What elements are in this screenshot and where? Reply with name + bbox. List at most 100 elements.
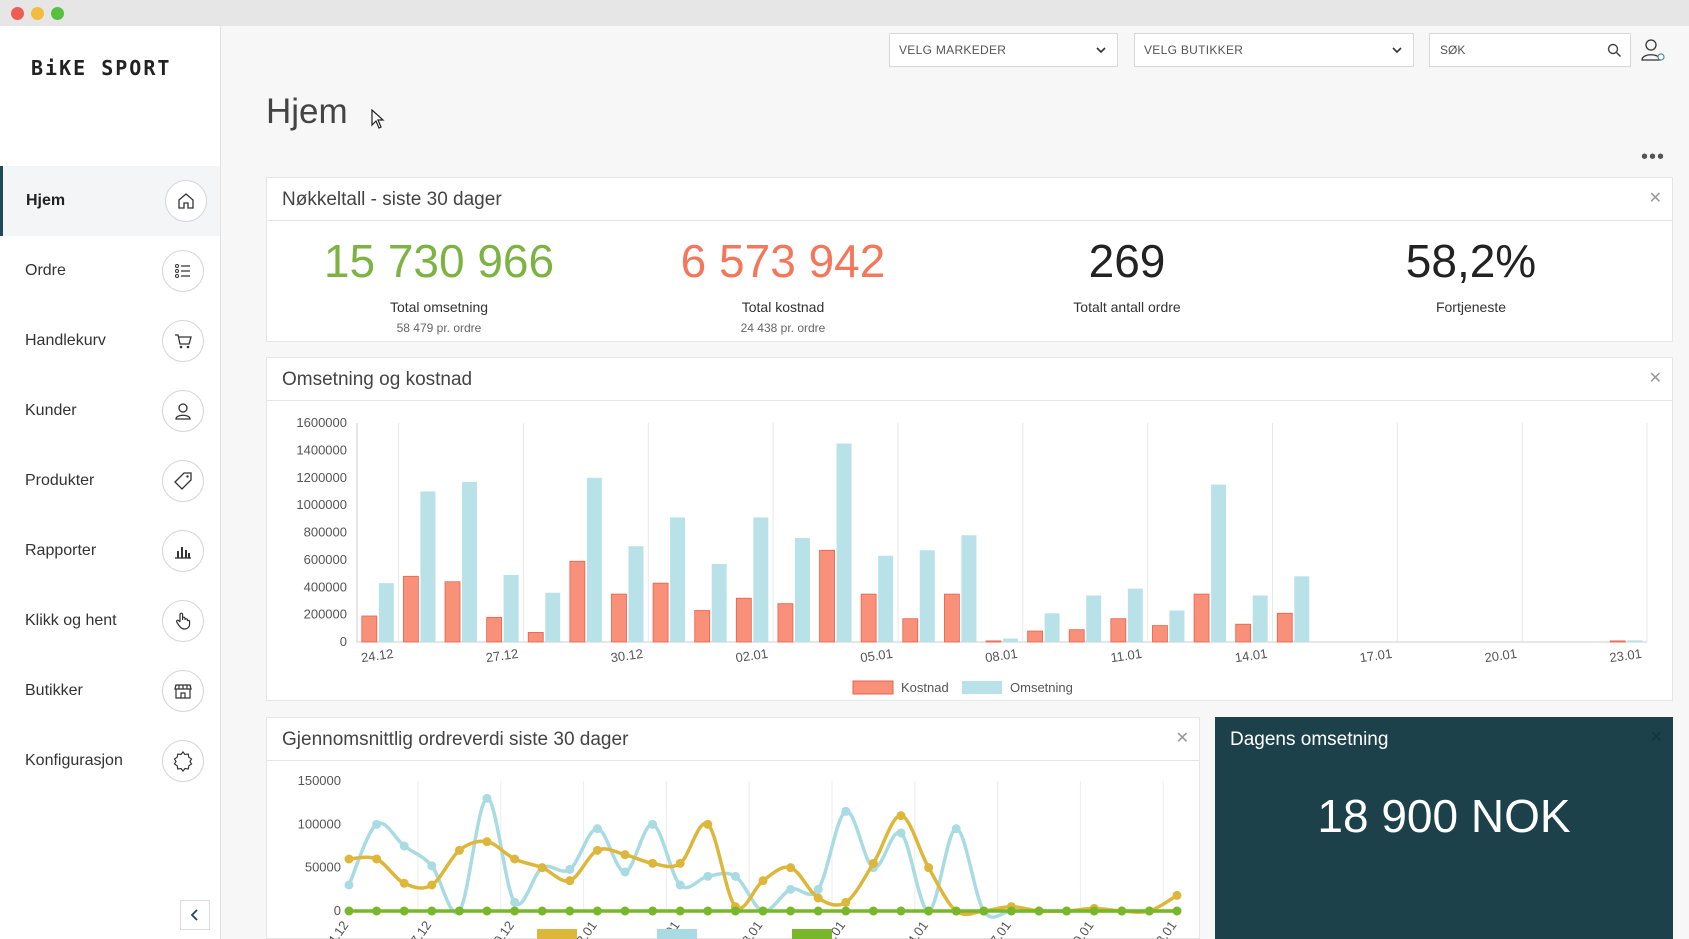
bar-omsetning — [794, 537, 810, 642]
close-icon[interactable]: ✕ — [1175, 730, 1189, 747]
y-tick-label: 1000000 — [296, 497, 347, 512]
kpi-value: 15 730 966 — [323, 235, 555, 287]
card-header: Gjennomsnittlig ordreverdi siste 30 dage… — [267, 718, 1199, 761]
sidebar-item-label: Rapporter — [25, 542, 97, 559]
more-options-icon[interactable]: ••• — [1641, 146, 1666, 168]
bar-omsetning — [878, 555, 894, 642]
data-point — [841, 906, 851, 916]
sidebar-item-rapporter[interactable]: Rapporter — [0, 516, 220, 586]
bar-omsetning — [919, 550, 935, 642]
x-tick-label: 02.01 — [735, 646, 769, 665]
chevron-down-icon — [1392, 47, 1402, 54]
user-icon — [162, 390, 204, 432]
data-point — [399, 841, 409, 851]
bar-kostnad — [819, 549, 835, 643]
sidebar-item-hjem[interactable]: Hjem — [0, 166, 220, 236]
data-point — [813, 906, 823, 916]
y-tick-label: 0 — [334, 903, 341, 918]
markets-select[interactable]: VELG MARKEDER — [889, 33, 1118, 67]
y-tick-label: 1200000 — [296, 470, 347, 485]
y-tick-label: 0 — [340, 634, 347, 649]
stores-select[interactable]: VELG BUTIKKER — [1134, 33, 1414, 67]
today-revenue-card: Dagens omsetning ✕ 18 900 NOK — [1215, 717, 1673, 939]
x-tick-label: 23.01 — [1608, 646, 1642, 665]
search-input[interactable] — [1430, 34, 1590, 66]
data-point — [813, 893, 823, 903]
bar-kostnad — [1276, 612, 1293, 643]
data-point — [454, 845, 464, 855]
x-tick-label: 08.01 — [984, 646, 1018, 665]
bar-kostnad — [943, 593, 960, 643]
kpi-sub: 58 479 pr. ordre — [396, 321, 482, 335]
mouse-cursor-icon — [371, 109, 385, 129]
sidebar-item-konfigurasjon[interactable]: Konfigurasjon — [0, 726, 220, 796]
minimize-window-button[interactable] — [31, 7, 44, 20]
bar-kostnad — [1609, 640, 1626, 643]
sidebar-item-butikker[interactable]: Butikker — [0, 656, 220, 726]
y-tick-label: 400000 — [304, 579, 347, 594]
sidebar-item-ordre[interactable]: Ordre — [0, 236, 220, 306]
bar-omsetning — [420, 491, 436, 642]
x-tick-label: 27.12 — [403, 918, 434, 939]
sidebar-item-handlekurv[interactable]: Handlekurv — [0, 306, 220, 376]
series-line — [347, 796, 1177, 919]
close-icon[interactable]: ✕ — [1649, 729, 1663, 746]
data-point — [344, 854, 354, 864]
bar-kostnad — [1068, 629, 1085, 643]
x-tick-label: 08.01 — [735, 918, 766, 939]
close-window-button[interactable] — [11, 7, 24, 20]
kpi-value: 58,2% — [1405, 235, 1537, 287]
bar-kostnad — [444, 581, 461, 643]
kpi-label: Totalt antall ordre — [1073, 299, 1181, 315]
data-point — [372, 854, 382, 864]
card-title: Nøkkeltall - siste 30 dager — [282, 189, 502, 210]
sidebar-item-produkter[interactable]: Produkter — [0, 446, 220, 516]
data-point — [482, 837, 492, 847]
bar-kostnad — [361, 615, 378, 643]
y-tick-label: 150000 — [298, 773, 341, 788]
cart-icon — [162, 320, 204, 362]
bar-kostnad — [694, 610, 711, 643]
markets-select-value: VELG MARKEDER — [899, 43, 1007, 57]
y-tick-label: 1400000 — [296, 442, 347, 457]
sidebar-item-label: Konfigurasjon — [25, 752, 123, 769]
legend-swatch — [792, 929, 832, 939]
search-icon[interactable] — [1607, 43, 1622, 58]
legend-label-omsetning: Omsetning — [1010, 680, 1073, 695]
sidebar-item-klikk-og-hent[interactable]: Klikk og hent — [0, 586, 220, 656]
data-point — [703, 871, 713, 881]
data-point — [1034, 906, 1044, 916]
sidebar-item-kunder[interactable]: Kunder — [0, 376, 220, 446]
user-settings-icon[interactable] — [1640, 36, 1668, 64]
bar-omsetning — [462, 481, 478, 642]
bar-omsetning — [961, 535, 977, 642]
legend-label-kostnad: Kostnad — [901, 680, 949, 695]
bar-omsetning — [545, 592, 561, 642]
card-header: Nøkkeltall - siste 30 dager ✕ — [267, 178, 1672, 221]
data-point — [620, 867, 630, 877]
bar-kostnad — [527, 632, 544, 643]
close-icon[interactable]: ✕ — [1648, 370, 1662, 387]
kpi-antall-ordre: 269 Totalt antall ordre — [955, 233, 1299, 315]
close-icon[interactable]: ✕ — [1648, 190, 1662, 207]
brand-logo[interactable]: BiKE SPORT — [31, 56, 172, 80]
data-point — [399, 906, 409, 916]
bar-kostnad — [735, 597, 752, 643]
series-line — [348, 813, 1178, 917]
kpi-label: Total omsetning — [389, 299, 489, 315]
data-point — [427, 880, 437, 890]
bar-kostnad — [1152, 625, 1168, 643]
gear-icon — [162, 740, 204, 782]
maximize-window-button[interactable] — [51, 7, 64, 20]
x-tick-label: 27.12 — [485, 646, 519, 665]
x-tick-label: 30.12 — [486, 918, 517, 939]
x-tick-label: 14.01 — [1234, 646, 1268, 665]
hand-icon — [162, 600, 204, 642]
collapse-sidebar-button[interactable] — [180, 900, 210, 930]
bar-omsetning — [1627, 640, 1643, 642]
bar-omsetning — [1127, 588, 1143, 642]
data-point — [537, 863, 547, 873]
sidebar-item-label: Produkter — [25, 472, 95, 489]
data-point — [786, 884, 796, 894]
data-point — [1006, 906, 1016, 916]
